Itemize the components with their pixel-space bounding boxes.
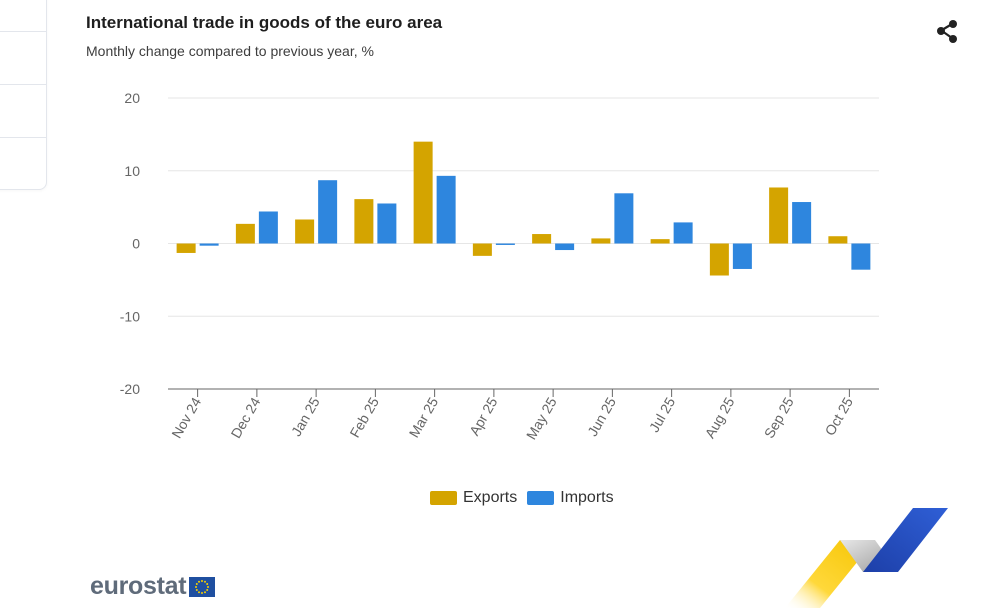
bar-exports (769, 187, 789, 244)
side-panel-divider (0, 137, 46, 138)
bar-imports (377, 203, 397, 244)
legend-label-exports: Exports (463, 489, 518, 506)
bar-exports (176, 243, 196, 253)
side-panel (0, 0, 47, 190)
bar-exports (828, 236, 848, 244)
chart-legend: Exports Imports (430, 489, 624, 507)
side-panel-divider (0, 31, 46, 32)
bar-exports (650, 239, 670, 244)
legend-item-imports[interactable]: Imports (527, 489, 614, 507)
bar-exports (295, 219, 315, 244)
chart-subtitle: Monthly change compared to previous year… (86, 43, 374, 59)
share-button[interactable] (932, 16, 962, 46)
x-tick-label: Aug 25 (701, 394, 737, 441)
x-tick-label: Sep 25 (761, 394, 797, 441)
x-tick-label: Nov 24 (168, 394, 204, 441)
bar-exports (413, 141, 433, 244)
y-tick-label: 0 (132, 236, 140, 252)
bar-exports (709, 243, 729, 276)
bar-imports (792, 202, 812, 244)
bar-exports (532, 234, 552, 244)
bar-imports (555, 243, 575, 251)
x-tick-label: Jun 25 (584, 394, 619, 439)
bar-imports (673, 222, 693, 244)
eurostat-logo[interactable]: eurostat (90, 572, 216, 601)
bar-exports (354, 199, 374, 244)
bar-imports (258, 211, 278, 244)
bar-exports (235, 223, 255, 244)
side-panel-divider (0, 84, 46, 85)
x-tick-label: Dec 24 (227, 394, 263, 441)
chart-plot: 20 10 0 -10 -20 Nov 24 Dec 24 Jan 25 Feb 25 Mar 2… (120, 90, 879, 442)
bar-imports (614, 193, 634, 244)
x-tick-label: Feb 25 (346, 394, 382, 440)
x-tick-label: May 25 (523, 394, 560, 442)
decorative-ribbon-graphic (785, 508, 948, 608)
bar-imports (436, 175, 456, 244)
y-tick-label: 20 (124, 90, 140, 106)
eu-flag-icon (189, 576, 216, 597)
x-tick-label: Oct 25 (821, 394, 856, 438)
legend-label-imports: Imports (560, 489, 614, 506)
x-tick-label: Apr 25 (466, 394, 501, 438)
share-icon (937, 20, 957, 43)
x-tick-label: Mar 25 (406, 394, 442, 440)
legend-item-exports[interactable]: Exports (430, 489, 517, 507)
legend-swatch-exports (430, 491, 457, 505)
logo-text: eurostat (90, 572, 187, 600)
bar-exports (591, 238, 611, 244)
bar-imports (732, 243, 752, 269)
legend-swatch-imports (527, 491, 555, 505)
y-tick-label: -20 (120, 381, 140, 397)
bar-exports (472, 243, 492, 256)
bar-imports (199, 243, 219, 246)
chart-title: International trade in goods of the euro… (86, 13, 443, 32)
bar-imports (495, 243, 515, 245)
bar-imports (318, 180, 338, 244)
x-tick-label: Jul 25 (646, 394, 679, 435)
x-tick-label: Jan 25 (288, 394, 323, 439)
y-tick-label: -10 (120, 308, 140, 324)
bar-imports (851, 243, 871, 270)
y-tick-label: 10 (124, 163, 140, 179)
